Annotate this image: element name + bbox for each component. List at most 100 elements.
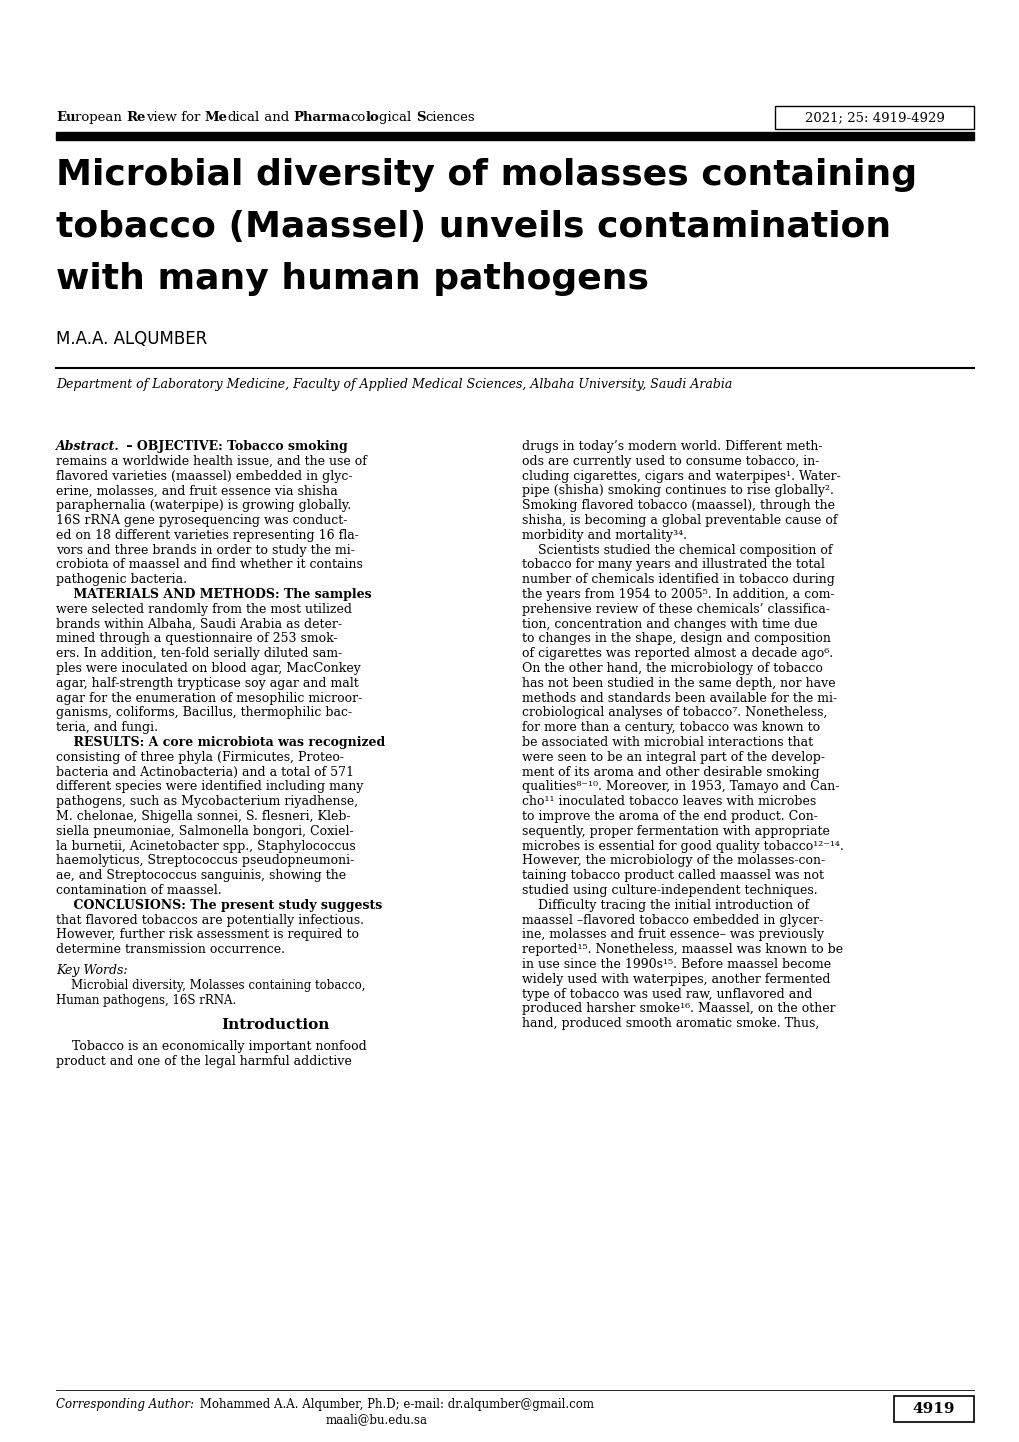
Text: M. chelonae, Shigella sonnei, S. flesneri, Kleb-: M. chelonae, Shigella sonnei, S. flesner… [56,810,351,823]
Text: with many human pathogens: with many human pathogens [56,262,648,296]
Text: were seen to be an integral part of the develop-: were seen to be an integral part of the … [522,751,824,764]
Text: Eu: Eu [56,111,75,124]
Text: Abstract.: Abstract. [56,440,119,453]
Text: different species were identified including many: different species were identified includ… [56,780,363,793]
Text: sequently, proper fermentation with appropriate: sequently, proper fermentation with appr… [522,825,829,838]
Text: ae, and Streptococcus sanguinis, showing the: ae, and Streptococcus sanguinis, showing… [56,870,345,883]
Text: S: S [416,111,425,124]
Text: remains a worldwide health issue, and the use of: remains a worldwide health issue, and th… [56,454,367,467]
Text: drugs in today’s modern world. Different meth-: drugs in today’s modern world. Different… [522,440,821,453]
Text: reported¹⁵. Nonetheless, maassel was known to be: reported¹⁵. Nonetheless, maassel was kno… [522,943,843,956]
Text: microbes is essential for good quality tobacco¹²⁻¹⁴.: microbes is essential for good quality t… [522,839,843,852]
Text: Microbial diversity of molasses containing: Microbial diversity of molasses containi… [56,159,916,192]
Text: Introduction: Introduction [221,1018,329,1032]
Text: Re: Re [126,111,146,124]
Text: teria, and fungi.: teria, and fungi. [56,721,158,734]
Text: morbidity and mortality³⁴.: morbidity and mortality³⁴. [522,529,687,542]
Text: maali@bu.edu.sa: maali@bu.edu.sa [326,1413,428,1426]
Text: Me: Me [204,111,227,124]
Text: vors and three brands in order to study the mi-: vors and three brands in order to study … [56,544,355,557]
Text: number of chemicals identified in tobacco during: number of chemicals identified in tobacc… [522,574,835,587]
Text: methods and standards been available for the mi-: methods and standards been available for… [522,692,837,705]
Text: pipe (shisha) smoking continues to rise globally².: pipe (shisha) smoking continues to rise … [522,485,834,497]
Text: Microbial diversity, Molasses containing tobacco,: Microbial diversity, Molasses containing… [56,979,365,992]
Text: Corresponding Author:: Corresponding Author: [56,1397,194,1412]
Text: lo: lo [366,111,379,124]
Text: ment of its aroma and other desirable smoking: ment of its aroma and other desirable sm… [522,766,819,779]
Text: 2021; 25: 4919-4929: 2021; 25: 4919-4929 [804,111,944,124]
Text: Smoking flavored tobacco (maassel), through the: Smoking flavored tobacco (maassel), thro… [522,499,835,512]
Text: bacteria and Actinobacteria) and a total of 571: bacteria and Actinobacteria) and a total… [56,766,354,779]
Text: tion, concentration and changes with time due: tion, concentration and changes with tim… [522,617,817,630]
Text: tobacco for many years and illustrated the total: tobacco for many years and illustrated t… [522,558,824,571]
Text: M.A.A. ALQUMBER: M.A.A. ALQUMBER [56,330,207,348]
Text: agar, half-strength trypticase soy agar and malt: agar, half-strength trypticase soy agar … [56,676,359,689]
Text: Key Words:: Key Words: [56,965,127,978]
Text: Human pathogens, 16S rRNA.: Human pathogens, 16S rRNA. [56,994,236,1007]
Text: of cigarettes was reported almost a decade ago⁶.: of cigarettes was reported almost a deca… [522,647,833,660]
Text: However, the microbiology of the molasses-con-: However, the microbiology of the molasse… [522,855,824,868]
Text: that flavored tobaccos are potentially infectious.: that flavored tobaccos are potentially i… [56,914,364,927]
Text: brands within Albaha, Saudi Arabia as deter-: brands within Albaha, Saudi Arabia as de… [56,617,341,630]
Text: to improve the aroma of the end product. Con-: to improve the aroma of the end product.… [522,810,817,823]
Text: pathogenic bacteria.: pathogenic bacteria. [56,574,186,587]
Text: tobacco (Maassel) unveils contamination: tobacco (Maassel) unveils contamination [56,211,891,244]
Text: Scientists studied the chemical composition of: Scientists studied the chemical composit… [522,544,832,557]
Text: However, further risk assessment is required to: However, further risk assessment is requ… [56,929,359,942]
Text: Tobacco is an economically important nonfood: Tobacco is an economically important non… [56,1040,367,1054]
Text: shisha, is becoming a global preventable cause of: shisha, is becoming a global preventable… [522,513,837,526]
Text: agar for the enumeration of mesophilic microor-: agar for the enumeration of mesophilic m… [56,692,362,705]
Bar [774,107,973,128]
Text: ropean: ropean [75,111,126,124]
Text: cluding cigarettes, cigars and waterpipes¹. Water-: cluding cigarettes, cigars and waterpipe… [522,470,840,483]
Text: product and one of the legal harmful addictive: product and one of the legal harmful add… [56,1056,352,1069]
Text: ed on 18 different varieties representing 16 fla-: ed on 18 different varieties representin… [56,529,359,542]
Text: for: for [176,111,204,124]
Text: widely used with waterpipes, another fermented: widely used with waterpipes, another fer… [522,973,829,986]
Text: MATERIALS AND METHODS: The samples: MATERIALS AND METHODS: The samples [56,588,371,601]
Text: flavored varieties (maassel) embedded in glyc-: flavored varieties (maassel) embedded in… [56,470,353,483]
Text: Difficulty tracing the initial introduction of: Difficulty tracing the initial introduct… [522,898,808,911]
Text: siella pneumoniae, Salmonella bongori, Coxiel-: siella pneumoniae, Salmonella bongori, C… [56,825,354,838]
Text: paraphernalia (waterpipe) is growing globally.: paraphernalia (waterpipe) is growing glo… [56,499,351,512]
Text: maassel –flavored tobacco embedded in glycer-: maassel –flavored tobacco embedded in gl… [522,914,822,927]
Bar [893,1396,973,1422]
Text: prehensive review of these chemicals’ classifica-: prehensive review of these chemicals’ cl… [522,603,829,616]
Text: – OBJECTIVE: Tobacco smoking: – OBJECTIVE: Tobacco smoking [121,440,347,453]
Text: crobiological analyses of tobacco⁷. Nonetheless,: crobiological analyses of tobacco⁷. None… [522,707,826,720]
Text: pathogens, such as Mycobacterium riyadhense,: pathogens, such as Mycobacterium riyadhe… [56,795,358,808]
Text: CONCLUSIONS: The present study suggests: CONCLUSIONS: The present study suggests [56,898,382,911]
Text: consisting of three phyla (Firmicutes, Proteo-: consisting of three phyla (Firmicutes, P… [56,751,343,764]
Text: ples were inoculated on blood agar, MacConkey: ples were inoculated on blood agar, MacC… [56,662,361,675]
Text: haemolyticus, Streptococcus pseudopneumoni-: haemolyticus, Streptococcus pseudopneumo… [56,855,354,868]
Text: ciences: ciences [425,111,475,124]
Text: On the other hand, the microbiology of tobacco: On the other hand, the microbiology of t… [522,662,822,675]
Text: RESULTS: A core microbiota was recognized: RESULTS: A core microbiota was recognize… [56,735,385,748]
Text: mined through a questionnaire of 253 smok-: mined through a questionnaire of 253 smo… [56,633,337,646]
Bar [56,133,973,140]
Text: qualities⁸⁻¹⁰. Moreover, in 1953, Tamayo and Can-: qualities⁸⁻¹⁰. Moreover, in 1953, Tamayo… [522,780,839,793]
Text: ine, molasses and fruit essence– was previously: ine, molasses and fruit essence– was pre… [522,929,823,942]
Text: taining tobacco product called maassel was not: taining tobacco product called maassel w… [522,870,823,883]
Text: were selected randomly from the most utilized: were selected randomly from the most uti… [56,603,352,616]
Text: Mohammed A.A. Alqumber, Ph.D; e-mail: dr.alqumber@gmail.com: Mohammed A.A. Alqumber, Ph.D; e-mail: dr… [196,1397,593,1412]
Text: Pharma: Pharma [292,111,351,124]
Text: be associated with microbial interactions that: be associated with microbial interaction… [522,735,812,748]
Text: la burnetii, Acinetobacter spp., Staphylococcus: la burnetii, Acinetobacter spp., Staphyl… [56,839,356,852]
Text: contamination of maassel.: contamination of maassel. [56,884,221,897]
Text: erine, molasses, and fruit essence via shisha: erine, molasses, and fruit essence via s… [56,485,337,497]
Text: ers. In addition, ten-fold serially diluted sam-: ers. In addition, ten-fold serially dilu… [56,647,342,660]
Text: gical: gical [379,111,416,124]
Text: Department of Laboratory Medicine, Faculty of Applied Medical Sciences, Albaha U: Department of Laboratory Medicine, Facul… [56,378,732,391]
Text: 4919: 4919 [912,1402,955,1416]
Text: and: and [260,111,292,124]
Text: has not been studied in the same depth, nor have: has not been studied in the same depth, … [522,676,835,689]
Text: dical: dical [227,111,260,124]
Text: to changes in the shape, design and composition: to changes in the shape, design and comp… [522,633,830,646]
Text: view: view [146,111,176,124]
Text: for more than a century, tobacco was known to: for more than a century, tobacco was kno… [522,721,819,734]
Text: determine transmission occurrence.: determine transmission occurrence. [56,943,284,956]
Text: in use since the 1990s¹⁵. Before maassel become: in use since the 1990s¹⁵. Before maassel… [522,957,830,970]
Text: cho¹¹ inoculated tobacco leaves with microbes: cho¹¹ inoculated tobacco leaves with mic… [522,795,815,808]
Text: 16S rRNA gene pyrosequencing was conduct-: 16S rRNA gene pyrosequencing was conduct… [56,513,347,526]
